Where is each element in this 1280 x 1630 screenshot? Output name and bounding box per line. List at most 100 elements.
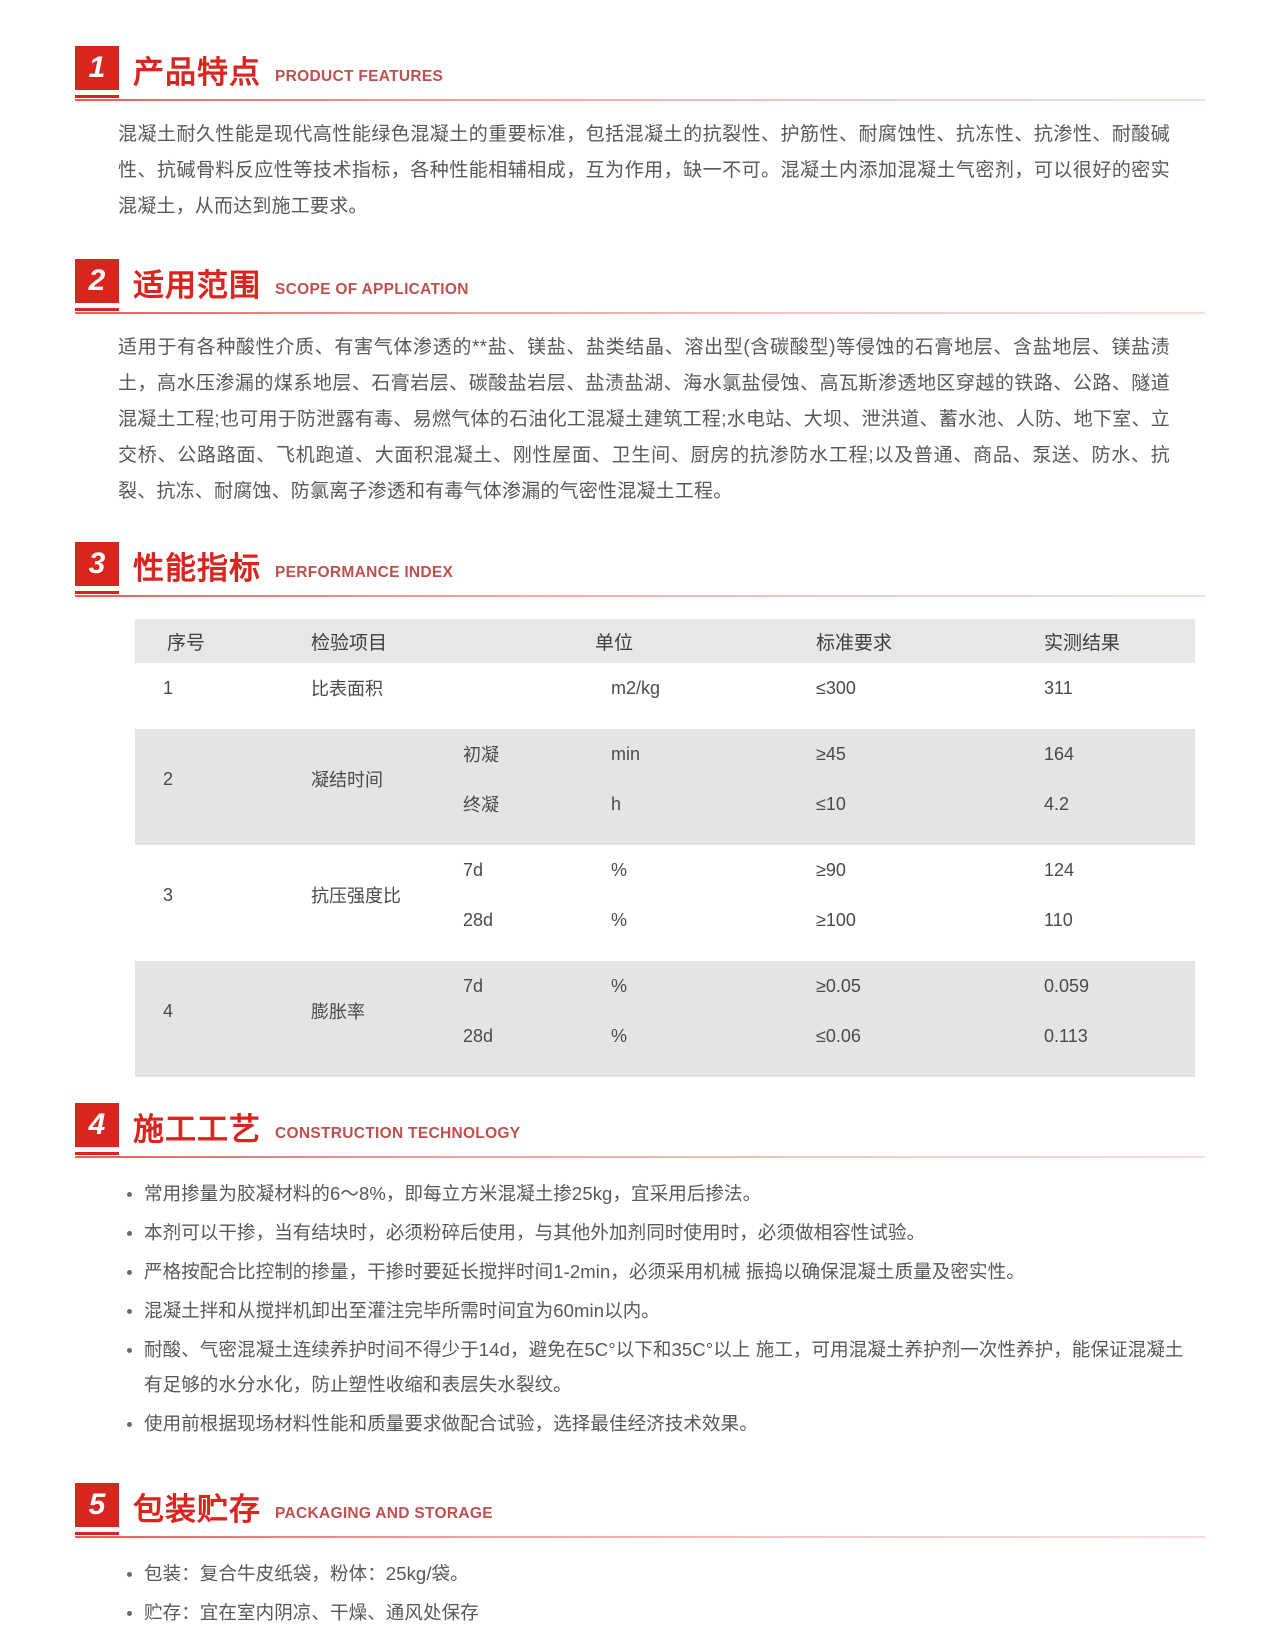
table-row-spacer bbox=[135, 1061, 1196, 1077]
badge-underline bbox=[75, 1532, 119, 1535]
cell-standard: ≤0.06 bbox=[788, 1011, 1017, 1061]
column-header-result: 实测结果 bbox=[1016, 619, 1196, 663]
table-row: 28d % ≥100 110 bbox=[135, 895, 1196, 945]
table-row: 1 比表面积 m2/kg ≤300 311 bbox=[135, 663, 1196, 713]
cell-item: 凝结时间 bbox=[283, 729, 435, 829]
cell-standard: ≥90 bbox=[788, 845, 1017, 895]
construction-bullet-list: 常用掺量为胶凝材料的6～8%，即每立方米混凝土掺25kg，宜采用后掺法。 本剂可… bbox=[126, 1176, 1190, 1441]
cell-result: 124 bbox=[1016, 845, 1196, 895]
cell-unit: % bbox=[583, 961, 789, 1011]
column-header-unit: 单位 bbox=[583, 619, 789, 663]
cell-sub: 终凝 bbox=[435, 779, 584, 829]
section-divider bbox=[75, 595, 1205, 597]
section-divider bbox=[75, 1536, 1205, 1538]
table-row: 3 抗压强度比 7d % ≥90 124 bbox=[135, 845, 1196, 945]
cell-result: 164 bbox=[1016, 729, 1196, 779]
section-number-badge: 4 bbox=[75, 1103, 119, 1147]
cell-standard: ≥0.05 bbox=[788, 961, 1017, 1011]
section-number-badge: 1 bbox=[75, 46, 119, 90]
section-product-features: 1 产品特点 PRODUCT FEATURES 混凝土耐久性能是现代高性能绿色混… bbox=[0, 0, 1280, 225]
cell-unit: % bbox=[583, 1011, 789, 1061]
section-heading: 2 适用范围 SCOPE OF APPLICATION bbox=[0, 255, 1280, 311]
section-construction-technology: 4 施工工艺 CONSTRUCTION TECHNOLOGY 常用掺量为胶凝材料… bbox=[0, 1077, 1280, 1441]
performance-table: 序号 检验项目 单位 标准要求 实测结果 1 比表面积 m2/kg ≤300 bbox=[135, 619, 1196, 1077]
cell-standard: ≥100 bbox=[788, 895, 1017, 945]
section-title-en: CONSTRUCTION TECHNOLOGY bbox=[275, 1125, 521, 1142]
section-divider bbox=[75, 312, 1205, 314]
cell-sub: 28d bbox=[435, 1011, 584, 1061]
table-row: 28d % ≤0.06 0.113 bbox=[135, 1011, 1196, 1061]
badge-underline bbox=[75, 308, 119, 311]
table-row-spacer bbox=[135, 829, 1196, 845]
section-number-badge: 2 bbox=[75, 259, 119, 303]
cell-sub: 初凝 bbox=[435, 729, 584, 779]
section-heading: 1 产品特点 PRODUCT FEATURES bbox=[0, 42, 1280, 98]
table-row-spacer bbox=[135, 713, 1196, 729]
list-item: 耐酸、气密混凝土连续养护时间不得少于14d，避免在5C°以下和35C°以上 施工… bbox=[126, 1332, 1190, 1402]
list-item: 严格按配合比控制的掺量，干掺时要延长搅拌时间1-2min，必须采用机械 振捣以确… bbox=[126, 1254, 1190, 1289]
cell-unit: m2/kg bbox=[583, 663, 789, 713]
cell-item: 比表面积 bbox=[283, 663, 435, 713]
performance-table-wrap: 序号 检验项目 单位 标准要求 实测结果 1 比表面积 m2/kg ≤300 bbox=[135, 619, 1196, 1077]
section-paragraph: 混凝土耐久性能是现代高性能绿色混凝土的重要标准，包括混凝土的抗裂性、护筋性、耐腐… bbox=[118, 124, 1170, 217]
section-packaging-and-storage: 5 包装贮存 PACKAGING AND STORAGE 包装：复合牛皮纸袋，粉… bbox=[0, 1445, 1280, 1630]
table-row-spacer bbox=[135, 945, 1196, 961]
cell-standard: ≤10 bbox=[788, 779, 1017, 829]
list-item: 包装：复合牛皮纸袋，粉体：25kg/袋。 bbox=[126, 1556, 1190, 1591]
badge-underline bbox=[75, 591, 119, 594]
section-title-en: PRODUCT FEATURES bbox=[275, 68, 444, 85]
section-paragraph: 适用于有各种酸性介质、有害气体渗透的**盐、镁盐、盐类结晶、溶出型(含碳酸型)等… bbox=[118, 337, 1170, 502]
section-title-cn: 施工工艺 bbox=[133, 1112, 261, 1147]
table-body: 1 比表面积 m2/kg ≤300 311 2 凝结时间 初凝 bbox=[135, 663, 1196, 1077]
section-divider bbox=[75, 1156, 1205, 1158]
table-row: 4 膨胀率 7d % ≥0.05 0.059 bbox=[135, 961, 1196, 1061]
cell-sub: 7d bbox=[435, 961, 584, 1011]
list-item: 使用前根据现场材料性能和质量要求做配合试验，选择最佳经济技术效果。 bbox=[126, 1406, 1190, 1441]
list-item: 本剂可以干掺，当有结块时，必须粉碎后使用，与其他外加剂同时使用时，必须做相容性试… bbox=[126, 1215, 1190, 1250]
cell-standard: ≤300 bbox=[788, 663, 1017, 713]
list-item: 贮存：宜在室内阴凉、干燥、通风处保存 bbox=[126, 1595, 1190, 1630]
cell-item: 抗压强度比 bbox=[283, 845, 435, 945]
cell-result: 311 bbox=[1016, 663, 1196, 713]
column-header-item: 检验项目 bbox=[283, 619, 584, 663]
cell-unit: h bbox=[583, 779, 789, 829]
section-number-badge: 5 bbox=[75, 1483, 119, 1527]
section-title-cn: 适用范围 bbox=[133, 268, 261, 303]
cell-result: 0.113 bbox=[1016, 1011, 1196, 1061]
cell-result: 110 bbox=[1016, 895, 1196, 945]
cell-no: 1 bbox=[135, 663, 283, 713]
section-title-en: SCOPE OF APPLICATION bbox=[275, 281, 469, 298]
table-row: 2 凝结时间 初凝 min ≥45 164 bbox=[135, 729, 1196, 829]
badge-underline bbox=[75, 1152, 119, 1155]
section-title-cn: 包装贮存 bbox=[133, 1492, 261, 1527]
section-heading: 4 施工工艺 CONSTRUCTION TECHNOLOGY bbox=[0, 1099, 1280, 1155]
cell-unit: % bbox=[583, 895, 789, 945]
section-scope-of-application: 2 适用范围 SCOPE OF APPLICATION 适用于有各种酸性介质、有… bbox=[0, 225, 1280, 510]
section-title-cn: 性能指标 bbox=[133, 551, 261, 586]
cell-result: 4.2 bbox=[1016, 779, 1196, 829]
cell-no: 2 bbox=[135, 729, 283, 829]
cell-standard: ≥45 bbox=[788, 729, 1017, 779]
column-header-no: 序号 bbox=[135, 619, 283, 663]
section-divider bbox=[75, 99, 1205, 101]
section-heading: 5 包装贮存 PACKAGING AND STORAGE bbox=[0, 1479, 1280, 1535]
list-item: 常用掺量为胶凝材料的6～8%，即每立方米混凝土掺25kg，宜采用后掺法。 bbox=[126, 1176, 1190, 1211]
cell-no: 3 bbox=[135, 845, 283, 945]
cell-result: 0.059 bbox=[1016, 961, 1196, 1011]
section-title-en: PACKAGING AND STORAGE bbox=[275, 1505, 493, 1522]
section-performance-index: 3 性能指标 PERFORMANCE INDEX 序号 检验项目 单位 标准要求 bbox=[0, 510, 1280, 1077]
cell-no: 4 bbox=[135, 961, 283, 1061]
cell-sub: 28d bbox=[435, 895, 584, 945]
column-header-standard: 标准要求 bbox=[788, 619, 1017, 663]
section-heading: 3 性能指标 PERFORMANCE INDEX bbox=[0, 538, 1280, 594]
cell-unit: min bbox=[583, 729, 789, 779]
packaging-bullet-list: 包装：复合牛皮纸袋，粉体：25kg/袋。 贮存：宜在室内阴凉、干燥、通风处保存 bbox=[126, 1556, 1190, 1630]
cell-sub bbox=[435, 663, 584, 713]
section-title-en: PERFORMANCE INDEX bbox=[275, 564, 454, 581]
cell-unit: % bbox=[583, 845, 789, 895]
cell-item: 膨胀率 bbox=[283, 961, 435, 1061]
section-title-cn: 产品特点 bbox=[133, 55, 261, 90]
list-item: 混凝土拌和从搅拌机卸出至灌注完毕所需时间宜为60min以内。 bbox=[126, 1293, 1190, 1328]
section-number-badge: 3 bbox=[75, 542, 119, 586]
